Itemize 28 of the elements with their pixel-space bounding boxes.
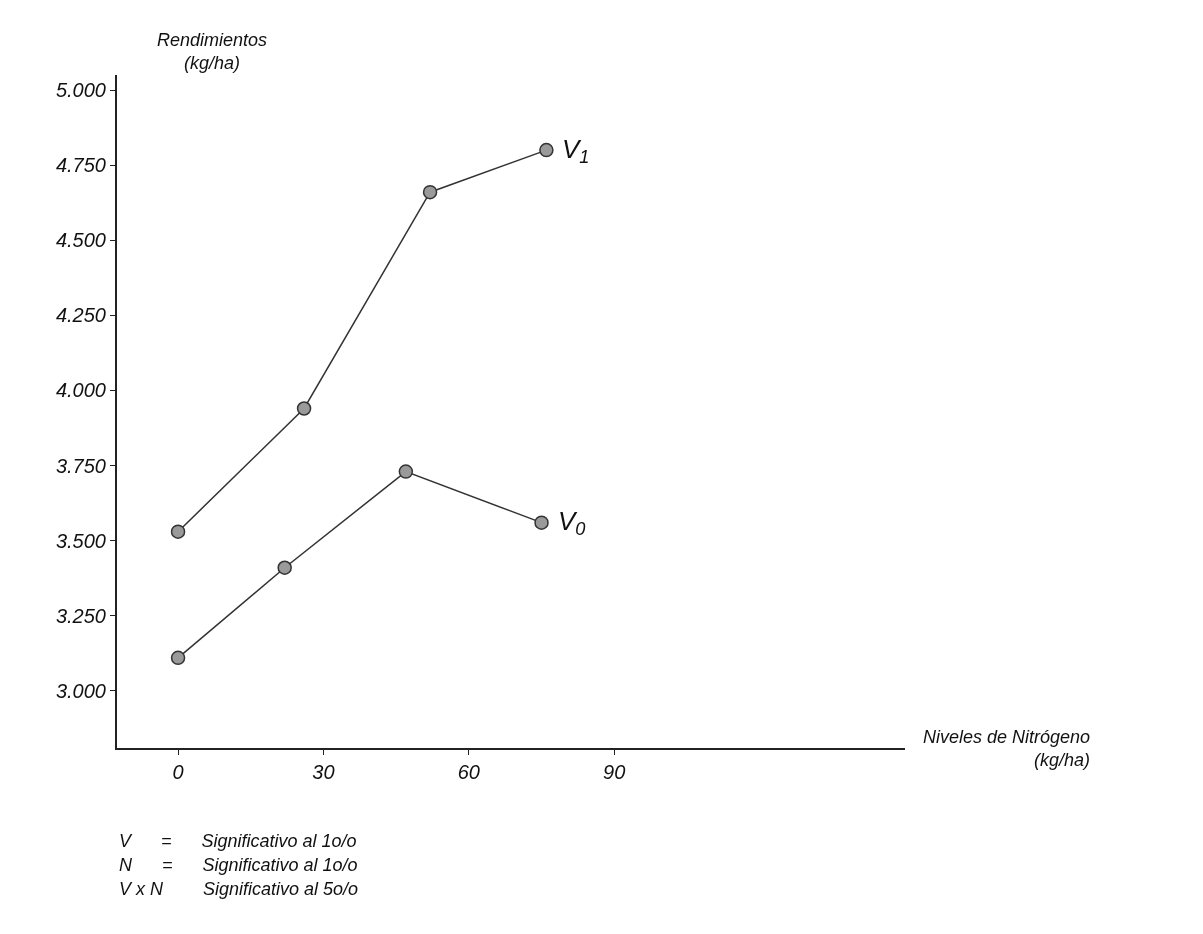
point: [277, 560, 292, 575]
x-tick-label: 0: [172, 761, 184, 783]
y-axis-title: Rendimientos (kg/ha): [157, 30, 268, 74]
point: [422, 184, 438, 200]
point: [170, 524, 186, 539]
y-tick-label: 4.000: [55, 379, 106, 402]
text: V x N Significativo al 5o/o: [119, 879, 359, 899]
y-tick-label: 3.000: [55, 679, 106, 702]
point: [170, 650, 186, 666]
y-tick-label: 4.750: [55, 154, 106, 177]
y-tick-label: 3.250: [55, 604, 106, 627]
y-tick-label: 4.250: [55, 304, 106, 327]
x-tick-label: 90: [603, 761, 626, 783]
series-label: V$_{1}$: [562, 134, 590, 168]
point: [296, 401, 312, 416]
series-label: V$_{0}$: [558, 506, 586, 540]
text: V = Significativo al 1o/o: [119, 831, 357, 851]
x-tick-label: 60: [457, 761, 480, 783]
y-tick-label: 5.000: [55, 79, 106, 102]
y-tick-label: 3.500: [55, 529, 106, 552]
x-tick-label: 30: [312, 761, 335, 783]
x-axis-title: Niveles de Nitrógeno (kg/ha): [923, 727, 1091, 771]
y-tick-label: 3.750: [55, 454, 106, 477]
point: [398, 464, 414, 479]
point: [534, 515, 549, 530]
point: [539, 142, 554, 158]
text: N = Significativo al 1o/o: [119, 855, 358, 875]
y-tick-label: 4.500: [55, 229, 106, 252]
